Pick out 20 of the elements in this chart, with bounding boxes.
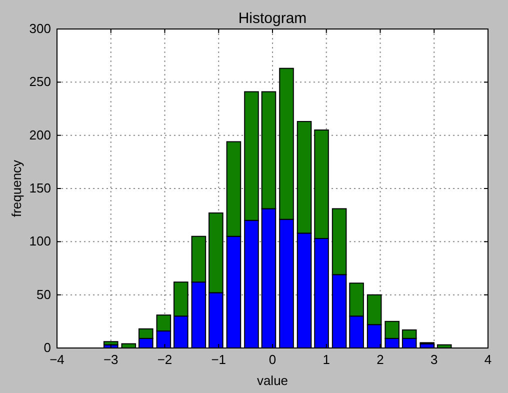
bar xyxy=(103,341,118,346)
y-tick-label: 0 xyxy=(44,340,51,355)
y-tick-label: 300 xyxy=(29,21,51,36)
y-axis-title: frequency xyxy=(9,159,24,218)
y-tick-label: 200 xyxy=(29,127,51,142)
x-tick-label: −4 xyxy=(50,352,64,367)
x-tick-label: 3 xyxy=(430,352,438,367)
x-tick-label: 2 xyxy=(376,352,384,367)
x-tick-label: 4 xyxy=(484,352,492,367)
chart-title: Histogram xyxy=(238,10,307,27)
x-tick-label: 0 xyxy=(268,352,276,367)
x-tick-label: 1 xyxy=(322,352,330,367)
y-tick-label: 50 xyxy=(36,286,51,302)
y-tick-label: 150 xyxy=(29,180,51,196)
y-tick-label: 250 xyxy=(29,74,51,90)
x-tick-label: −2 xyxy=(157,352,172,367)
x-tick-label: −1 xyxy=(211,352,226,367)
x-tick-label: −3 xyxy=(103,352,118,367)
y-tick-label: 100 xyxy=(29,234,51,249)
x-axis-title: value xyxy=(256,373,288,388)
